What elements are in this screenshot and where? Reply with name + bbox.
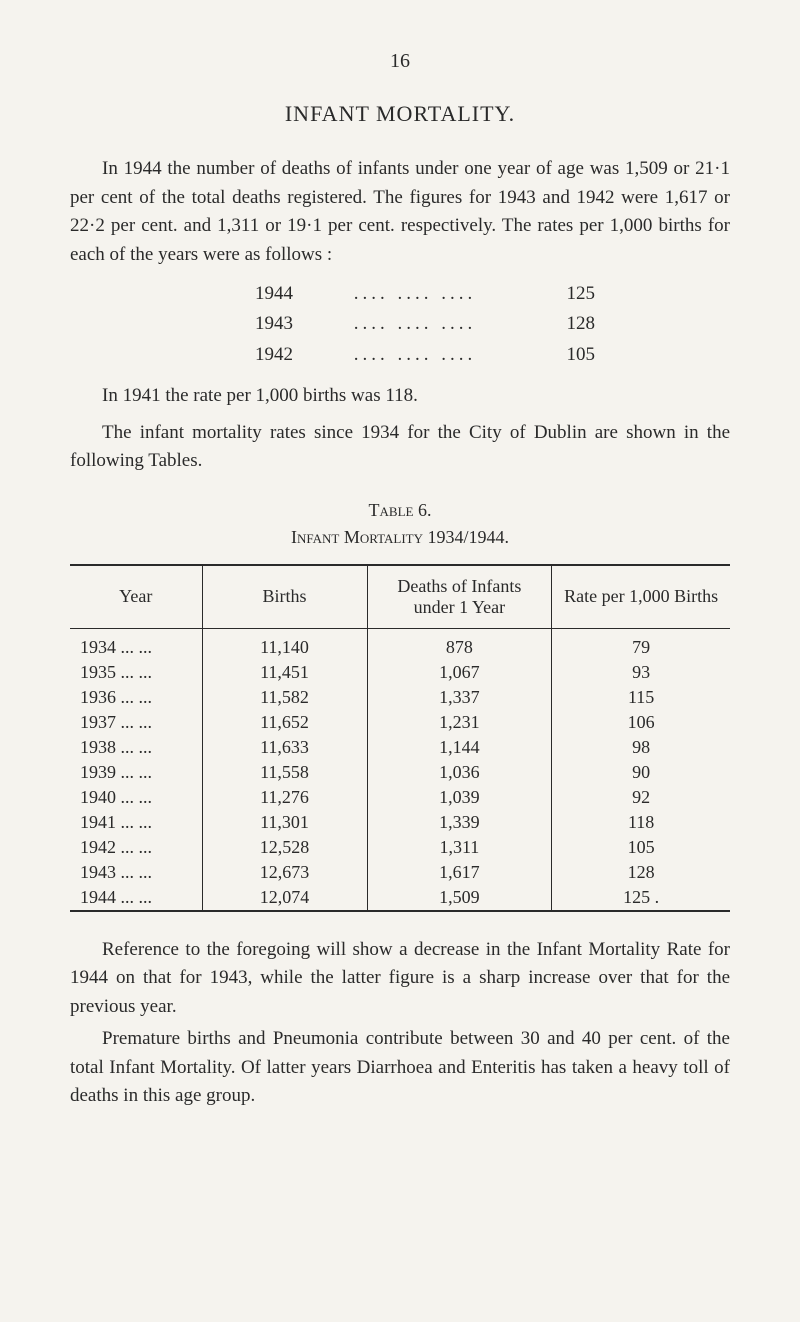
year-rate-row: 1942 .... .... .... 105 [70,340,730,370]
year-rate-row: 1943 .... .... .... 128 [70,309,730,339]
table-cell: 1943 ... ... [70,860,202,885]
mortality-table: Year Births Deaths of Infants under 1 Ye… [70,564,730,912]
year-label: 1942 [205,340,335,370]
table-cell: 1,509 [367,885,552,911]
table-cell: 1,144 [367,735,552,760]
table-row: 1934 ... ...11,14087879 [70,628,730,660]
paragraph-1941: In 1941 the rate per 1,000 births was 11… [70,382,730,411]
table-cell: 11,633 [202,735,367,760]
paragraph-premature: Premature births and Pneumonia contribut… [70,1025,730,1111]
dots: .... .... .... [335,279,495,309]
paragraph-tables-intro: The infant mortality rates since 1934 fo… [70,419,730,476]
table-row: 1939 ... ...11,5581,03690 [70,760,730,785]
table-cell: 93 [552,660,730,685]
col-deaths: Deaths of Infants under 1 Year [367,565,552,629]
table-row: 1944 ... ...12,0741,509125 . [70,885,730,911]
table-cell: 1935 ... ... [70,660,202,685]
table-cell: 1941 ... ... [70,810,202,835]
table-cell: 11,301 [202,810,367,835]
year-label: 1943 [205,309,335,339]
table-cell: 1934 ... ... [70,628,202,660]
table-cell: 1937 ... ... [70,710,202,735]
col-births: Births [202,565,367,629]
table-cell: 125 . [552,885,730,911]
table-cell: 98 [552,735,730,760]
year-rate-list: 1944 .... .... .... 125 1943 .... .... .… [70,279,730,370]
col-year: Year [70,565,202,629]
table-cell: 1,039 [367,785,552,810]
table-cell: 12,673 [202,860,367,885]
paragraph-intro: In 1944 the number of deaths of infants … [70,155,730,269]
rate-value: 128 [495,309,595,339]
table-cell: 128 [552,860,730,885]
table-subheading: Infant Mortality 1934/1944. [70,527,730,548]
table-row: 1935 ... ...11,4511,06793 [70,660,730,685]
table-cell: 1,337 [367,685,552,710]
table-cell: 1,231 [367,710,552,735]
table-cell: 1939 ... ... [70,760,202,785]
table-cell: 878 [367,628,552,660]
table-cell: 1,339 [367,810,552,835]
table-row: 1938 ... ...11,6331,14498 [70,735,730,760]
rate-value: 105 [495,340,595,370]
dots: .... .... .... [335,309,495,339]
paragraph-reference: Reference to the foregoing will show a d… [70,936,730,1022]
table-row: 1936 ... ...11,5821,337115 [70,685,730,710]
table-cell: 115 [552,685,730,710]
table-cell: 79 [552,628,730,660]
table-cell: 1936 ... ... [70,685,202,710]
table-cell: 12,528 [202,835,367,860]
page-number: 16 [70,50,730,73]
table-row: 1943 ... ...12,6731,617128 [70,860,730,885]
year-rate-row: 1944 .... .... .... 125 [70,279,730,309]
table-cell: 1,311 [367,835,552,860]
page-title: INFANT MORTALITY. [70,101,730,127]
table-cell: 1944 ... ... [70,885,202,911]
table-cell: 11,558 [202,760,367,785]
dots: .... .... .... [335,340,495,370]
rate-value: 125 [495,279,595,309]
table-header-row: Year Births Deaths of Infants under 1 Ye… [70,565,730,629]
table-cell: 12,074 [202,885,367,911]
table-row: 1937 ... ...11,6521,231106 [70,710,730,735]
year-label: 1944 [205,279,335,309]
col-rate: Rate per 1,000 Births [552,565,730,629]
table-cell: 11,140 [202,628,367,660]
table-row: 1940 ... ...11,2761,03992 [70,785,730,810]
table-cell: 1,036 [367,760,552,785]
table-cell: 11,652 [202,710,367,735]
table-cell: 1942 ... ... [70,835,202,860]
table-cell: 105 [552,835,730,860]
table-cell: 1,067 [367,660,552,685]
table-cell: 1,617 [367,860,552,885]
table-row: 1941 ... ...11,3011,339118 [70,810,730,835]
table-heading: Table 6. [70,500,730,521]
table-cell: 90 [552,760,730,785]
table-cell: 92 [552,785,730,810]
table-row: 1942 ... ...12,5281,311105 [70,835,730,860]
table-cell: 11,582 [202,685,367,710]
table-cell: 11,276 [202,785,367,810]
table-cell: 106 [552,710,730,735]
table-cell: 1938 ... ... [70,735,202,760]
table-cell: 1940 ... ... [70,785,202,810]
table-body: 1934 ... ...11,140878791935 ... ...11,45… [70,628,730,911]
table-cell: 11,451 [202,660,367,685]
table-cell: 118 [552,810,730,835]
